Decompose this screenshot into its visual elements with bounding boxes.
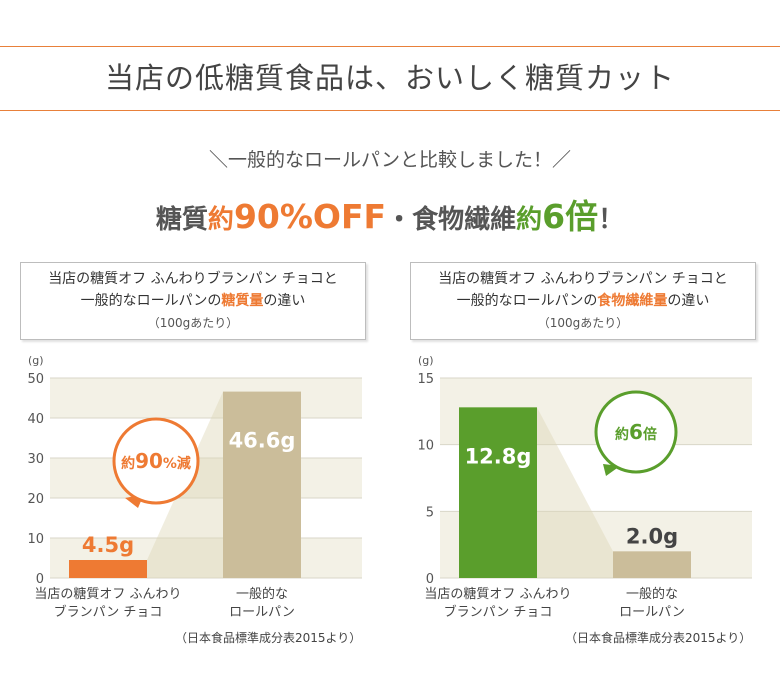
fiber-chart: 0 5 10 15 (g) 12.8g 2.0g 当店の糖質オフ ふんわりブランパン チョコ 一…: [417, 354, 752, 620]
caption-line2-post: の違い: [667, 293, 710, 309]
x-tick-label: ブランパン チョコ: [444, 604, 553, 620]
x-tick-label: 一般的な: [626, 586, 678, 602]
callout-bubble: [112, 417, 200, 505]
caption-line2-post: の違い: [263, 293, 306, 309]
caption-line3: （100gあたり）: [537, 316, 629, 330]
callout-text: 約6倍: [615, 420, 657, 444]
x-tick-label: 一般的な: [236, 586, 288, 602]
y-tick-label: 40: [27, 412, 44, 427]
y-unit-label: (g): [28, 354, 44, 367]
carb-panel-caption: 当店の糖質オフ ふんわりブランパン チョコと 一般的なロールパンの糖質量の違い …: [20, 262, 366, 340]
fiber-panel: 当店の糖質オフ ふんわりブランパン チョコと 一般的なロールパンの食物繊維量の違…: [410, 262, 780, 652]
headline-part2: 約: [207, 205, 234, 235]
callout-text: 約90%減: [121, 449, 191, 473]
y-tick-label: 50: [27, 372, 44, 387]
carb-panel: 当店の糖質オフ ふんわりブランパン チョコと 一般的なロールパンの糖質量の違い …: [20, 262, 390, 652]
headline-part4: ・食物繊維: [386, 205, 517, 235]
y-tick-label: 0: [36, 572, 44, 587]
caption-line2-pre: 一般的なロールパンの: [456, 293, 598, 309]
title-bottom-rule: [0, 110, 780, 111]
callout-bubble: [594, 390, 678, 474]
page-title: 当店の低糖質食品は、おいしく糖質カット: [104, 61, 675, 95]
headline: 糖質約90%OFF・食物繊維約6倍！: [0, 190, 780, 238]
x-tick-label: ロールパン: [619, 605, 685, 620]
caption-line1: 当店の糖質オフ ふんわりブランパン チョコと: [438, 271, 728, 287]
caption-line2: 一般的なロールパンの食物繊維量の違い: [411, 290, 755, 312]
y-unit-label: (g): [418, 354, 434, 367]
y-tick-label: 30: [27, 452, 44, 467]
y-tick-label: 20: [27, 492, 44, 507]
headline-part6: 6倍: [542, 197, 599, 236]
carb-source-note: （日本食品標準成分表2015より）: [175, 631, 362, 645]
data-label: 46.6g: [229, 429, 296, 453]
y-tick-label: 15: [417, 372, 434, 387]
data-label: 4.5g: [82, 533, 134, 557]
caption-line1: 当店の糖質オフ ふんわりブランパン チョコと: [48, 271, 338, 287]
headline-part7: ！: [598, 205, 625, 235]
x-tick-label: ブランパン チョコ: [54, 604, 163, 620]
y-tick-label: 10: [27, 532, 44, 547]
y-tick-label: 10: [417, 439, 434, 454]
bar: [223, 391, 301, 578]
headline-part3: 90%OFF: [233, 197, 387, 236]
caption-highlight: 糖質量: [221, 293, 264, 309]
caption-line2-pre: 一般的なロールパンの: [80, 293, 222, 309]
bar: [69, 560, 147, 578]
headline-part5: 約: [516, 205, 543, 235]
data-label: 2.0g: [626, 524, 678, 548]
data-label: 12.8g: [465, 444, 532, 468]
y-tick-label: 0: [426, 572, 434, 587]
bar: [613, 551, 691, 578]
headline-part1: 糖質: [155, 205, 208, 235]
x-tick-label: 当店の糖質オフ ふんわり: [424, 586, 571, 602]
y-tick-label: 5: [426, 505, 434, 520]
comparison-connector: [537, 407, 613, 578]
carb-chart: 0 10 20 30 40 50 (g) 4.5g 46.6g 当店の糖質オフ ふんわりブランパン…: [27, 354, 362, 620]
grid-band: [50, 378, 362, 418]
comparison-subtitle: ＼一般的なロールパンと比較しました！／: [209, 149, 571, 171]
grid-band: [50, 458, 362, 498]
x-tick-label: 当店の糖質オフ ふんわり: [34, 586, 181, 602]
fiber-panel-caption: 当店の糖質オフ ふんわりブランパン チョコと 一般的なロールパンの食物繊維量の違…: [410, 262, 756, 340]
caption-line2: 一般的なロールパンの糖質量の違い: [21, 290, 365, 312]
bar: [459, 407, 537, 578]
top-rule: [0, 46, 780, 47]
caption-highlight: 食物繊維量: [597, 293, 668, 309]
caption-line3: （100gあたり）: [147, 316, 239, 330]
fiber-source-note: （日本食品標準成分表2015より）: [565, 631, 752, 645]
x-tick-label: ロールパン: [229, 605, 295, 620]
